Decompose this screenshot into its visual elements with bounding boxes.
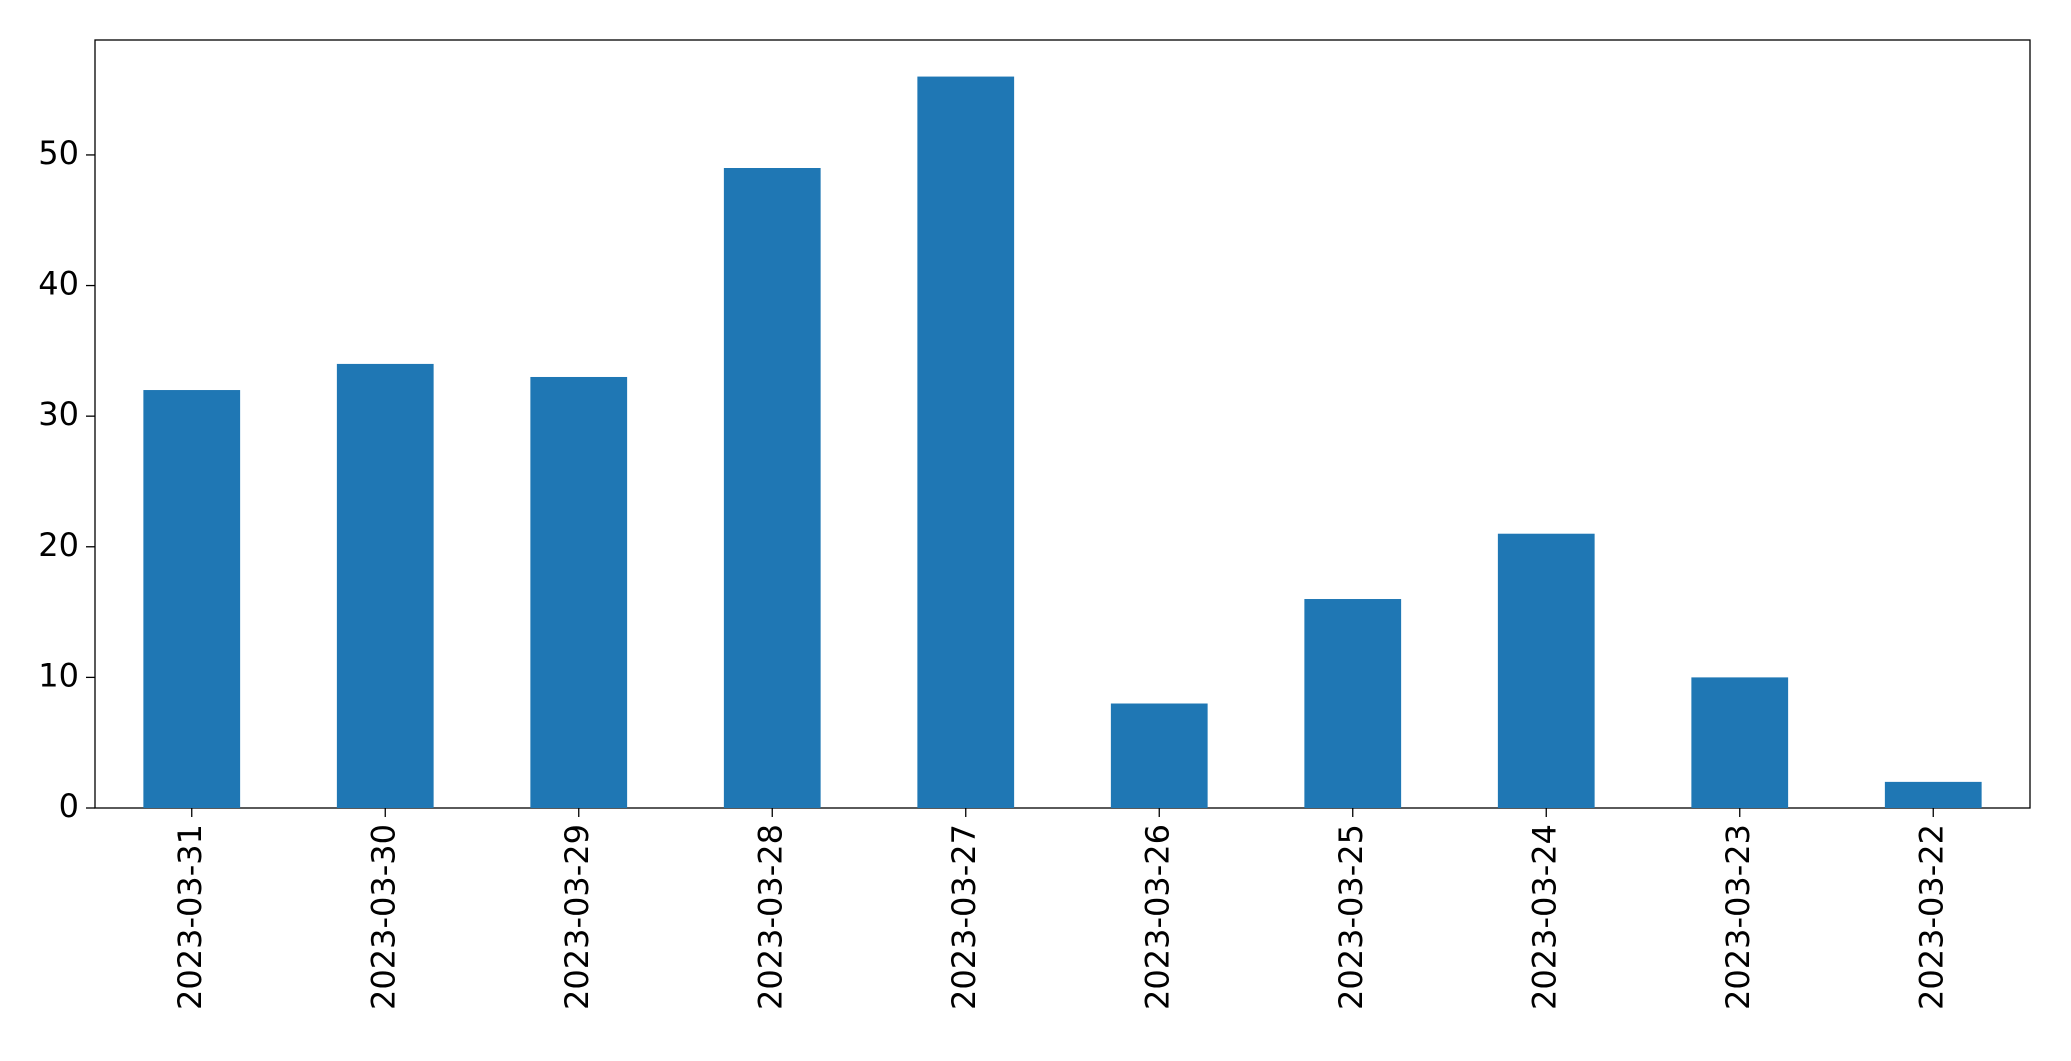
x-tick-label: 2023-03-22 bbox=[1912, 824, 1950, 1010]
x-tick-label: 2023-03-24 bbox=[1525, 824, 1563, 1010]
y-tick-label: 0 bbox=[59, 787, 79, 825]
x-tick-label: 2023-03-31 bbox=[171, 824, 209, 1010]
x-tick-label: 2023-03-23 bbox=[1719, 824, 1757, 1010]
x-tick-label: 2023-03-30 bbox=[364, 824, 402, 1010]
bar bbox=[336, 363, 434, 808]
axes-frame bbox=[94, 39, 2031, 809]
bar bbox=[723, 168, 821, 808]
x-tick-label: 2023-03-29 bbox=[558, 824, 596, 1010]
y-tick-label: 20 bbox=[38, 526, 79, 564]
x-tick-label: 2023-03-27 bbox=[945, 824, 983, 1010]
bar bbox=[1691, 677, 1789, 808]
y-tick-label: 50 bbox=[38, 134, 79, 172]
x-tick-label: 2023-03-26 bbox=[1138, 824, 1176, 1010]
bar bbox=[917, 76, 1015, 809]
bar bbox=[1884, 781, 1982, 808]
x-tick-label: 2023-03-28 bbox=[751, 824, 789, 1010]
y-tick-label: 10 bbox=[38, 656, 79, 694]
bar bbox=[1304, 599, 1402, 808]
y-tick-label: 30 bbox=[38, 395, 79, 433]
bar bbox=[1497, 533, 1595, 808]
bar bbox=[1110, 703, 1208, 808]
bar bbox=[143, 390, 241, 808]
bar bbox=[530, 376, 628, 808]
x-tick-label: 2023-03-25 bbox=[1332, 824, 1370, 1010]
y-tick-label: 40 bbox=[38, 265, 79, 303]
